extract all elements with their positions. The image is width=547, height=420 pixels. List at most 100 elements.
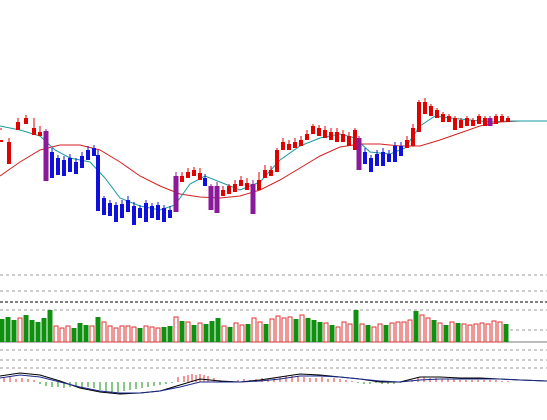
oscillator-line-b (0, 374, 547, 394)
candle-body (329, 132, 333, 140)
volume-bar (407, 319, 413, 343)
candle (86, 146, 90, 160)
candle (275, 148, 279, 172)
candle-body (405, 140, 409, 148)
candle (381, 148, 385, 166)
candle (423, 98, 427, 114)
candle (38, 126, 42, 136)
volume-bar (293, 319, 299, 342)
volume-bar (443, 325, 449, 342)
candle-body (245, 183, 249, 190)
candle-body (369, 158, 373, 172)
volume-bar (341, 321, 347, 343)
volume-bar (17, 317, 23, 343)
volume-bar (311, 320, 317, 342)
candle-body (233, 184, 237, 192)
candle (250, 180, 256, 214)
volume-bar (227, 327, 233, 342)
volume-bar (245, 324, 251, 342)
candle-body (471, 120, 475, 126)
volume-bar (23, 315, 29, 342)
volume-bar (5, 317, 11, 342)
volume-bars (0, 310, 509, 343)
candle-body (120, 204, 124, 218)
volume-bar (0, 319, 5, 342)
candle-body (483, 118, 487, 126)
volume-bar (323, 322, 329, 343)
candle (214, 182, 220, 213)
candle-body (74, 162, 78, 174)
candle (80, 152, 84, 168)
candle (287, 140, 291, 150)
candle (411, 124, 415, 146)
volume-bar (155, 327, 161, 343)
candle-body (506, 118, 510, 122)
candle-body (299, 140, 303, 146)
candle-body (375, 154, 379, 166)
volume-bar (185, 321, 191, 343)
volume-bar (35, 322, 41, 342)
volume-bar (239, 324, 245, 343)
candle (156, 202, 160, 220)
candle-body (156, 205, 160, 220)
candle-body (208, 186, 214, 210)
volume-bar (329, 325, 335, 342)
volume-bar (77, 323, 83, 342)
volume-bar (365, 325, 371, 342)
candle (483, 116, 487, 126)
volume-bar (89, 325, 95, 343)
volume-bar (119, 325, 125, 343)
volume-bar (395, 321, 401, 343)
candle (208, 184, 214, 210)
candle (180, 172, 184, 182)
candle (186, 168, 190, 178)
candle (347, 132, 351, 146)
volume-bar (71, 328, 77, 342)
candle (269, 166, 273, 176)
candle-body (347, 136, 351, 146)
candle (62, 156, 66, 176)
candle (341, 130, 345, 142)
candle-body (311, 126, 315, 134)
candle-body (363, 152, 367, 164)
candle (335, 128, 339, 142)
volume-bar (95, 317, 101, 342)
volume-bar (497, 321, 503, 343)
volume-bar (167, 326, 173, 342)
candle (198, 168, 202, 180)
candle (144, 200, 148, 222)
candle (500, 114, 504, 122)
candle (192, 167, 196, 176)
candle (369, 155, 373, 172)
candle-body (281, 142, 285, 150)
candle-body (186, 172, 190, 178)
candle (50, 148, 54, 178)
candle (173, 172, 179, 212)
price-candles (0, 98, 510, 225)
candle (393, 142, 397, 162)
candle (108, 200, 112, 216)
volume-bar (377, 323, 383, 343)
candle-body (447, 116, 451, 122)
candle (353, 128, 357, 150)
candle (506, 116, 510, 122)
candle-body (150, 206, 154, 218)
volume-bar (335, 326, 341, 343)
candle-body (293, 142, 297, 148)
oscillator-line-a (0, 372, 547, 395)
oscillator-lines (0, 372, 547, 395)
volume-bar (269, 318, 275, 343)
candle (323, 126, 327, 138)
candle-body (68, 158, 72, 172)
candle (375, 150, 379, 166)
candle-body (429, 106, 433, 116)
candle (74, 158, 78, 174)
candle (16, 118, 20, 130)
candle-body (198, 173, 202, 180)
candle (102, 196, 106, 215)
candle-body (500, 116, 504, 122)
candle-body (16, 122, 20, 130)
candle (56, 155, 60, 175)
volume-bar (275, 315, 281, 343)
